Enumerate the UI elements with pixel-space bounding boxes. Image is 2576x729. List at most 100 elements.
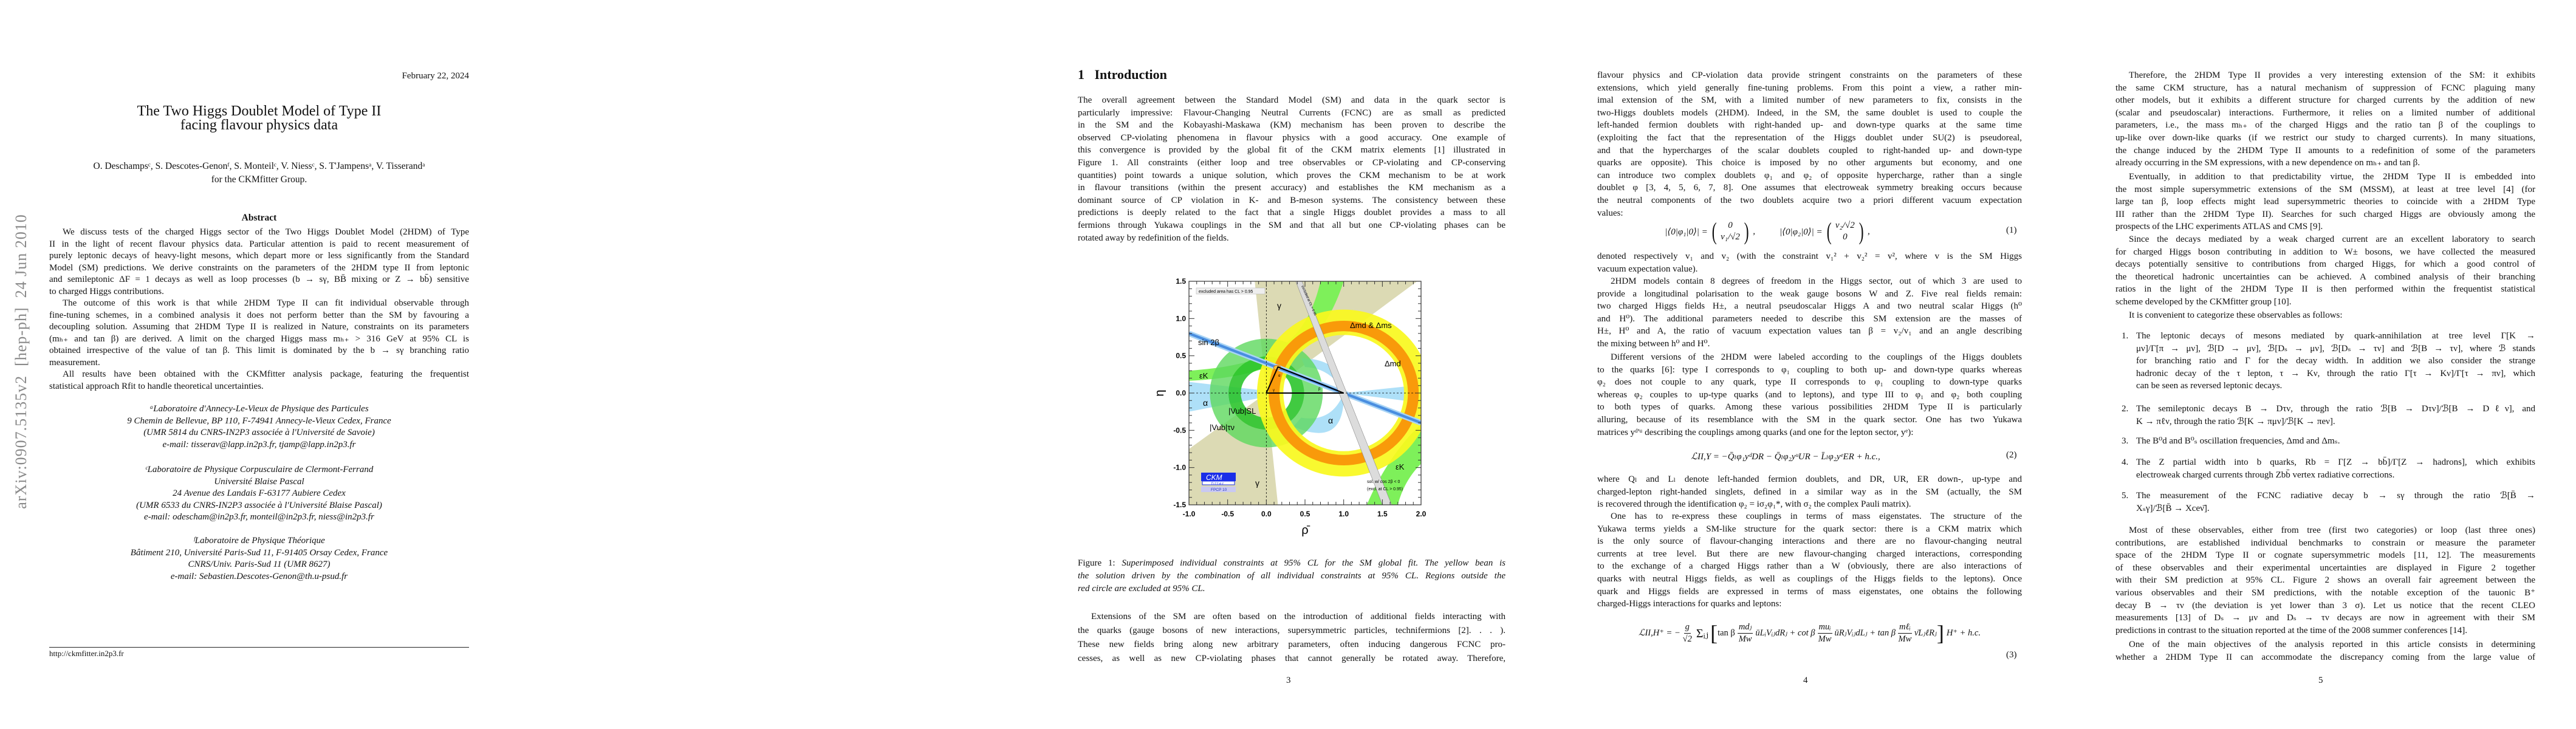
equation-2: ℒII,Y = −Q̄ₗφ₁yᵈDR − Q̄ₗφ₂yᵘUR − L̄ₗφ₂yᵉ… bbox=[1691, 451, 1880, 462]
eq-term: H⁺ + h.c. bbox=[1946, 628, 1981, 638]
text-line: vacuum expectation value). bbox=[1597, 264, 1698, 274]
vector-entry: 0 bbox=[1728, 221, 1733, 230]
equation-number: (1) bbox=[2006, 225, 2017, 235]
title-line: facing flavour physics data bbox=[180, 117, 338, 133]
text-line: The outcome of this work is that while 2… bbox=[63, 298, 469, 308]
gamma-angle-label: γ bbox=[1273, 389, 1275, 392]
gamma-label: γ bbox=[1255, 478, 1259, 488]
fraction: g √2 bbox=[1680, 621, 1694, 645]
eq-lhs: ℒII,H⁺ = − bbox=[1639, 628, 1680, 638]
text-line: 9 Chemin de Bellevue, BP 110, F-74941 An… bbox=[127, 416, 391, 426]
text-line: One of the main objectives of the analys… bbox=[2129, 640, 2535, 649]
text-line: cesses, as well as new CP-violating phas… bbox=[1078, 654, 1506, 663]
eq-term: ūLᵢVᵢⱼdRⱼ + cot β bbox=[1755, 628, 1815, 638]
numerator: mℓᵢ bbox=[1898, 621, 1912, 634]
affiliation-f: ᶠLaboratoire de Physique Théorique Bâtime… bbox=[49, 535, 469, 583]
text-line: quantities) point towards a unique solut… bbox=[1078, 170, 1506, 180]
denominator: √2 bbox=[1682, 634, 1692, 644]
equation-3: ℒII,H⁺ = − g √2 Σᵢⱼ [ tan β mdⱼ Mw ūLᵢVᵢⱼd… bbox=[1597, 620, 2022, 646]
list-number: 5. bbox=[2122, 491, 2129, 501]
paragraph: One of the main objectives of the analys… bbox=[2115, 638, 2535, 663]
text-line: measurements [13] of Dₛ → μν and Dₛ → τν… bbox=[2115, 613, 2535, 623]
logo-conference bbox=[1201, 487, 1236, 492]
text-line: Figure 1. All constraints (either loop a… bbox=[1078, 157, 1506, 168]
equation-1: |⟨0|φ₁|0⟩| = (0 v₁/√2) , |⟨0|φ₂|0⟩| = (v₂… bbox=[1597, 219, 1937, 244]
paragraph: It is convenient to categorize these obs… bbox=[2115, 309, 2535, 322]
paren-icon: ) bbox=[1744, 217, 1749, 245]
vector-entry: v₂/√2 bbox=[1835, 221, 1855, 230]
vector: (0 v₁/√2) bbox=[1710, 219, 1750, 244]
text-line: the change induced by the 2HDM Type II a… bbox=[2115, 145, 2535, 156]
text-line: provide a longitudinal polarisation to t… bbox=[1597, 289, 2022, 299]
eq-term: ūRⱼVᵢⱼdLⱼ + tan β bbox=[1834, 628, 1896, 638]
y-tick-label: 0.0 bbox=[1176, 389, 1186, 397]
equation-number: (3) bbox=[2006, 650, 2017, 660]
text-line: Eventually, in addition to that predicta… bbox=[2129, 172, 2535, 182]
text-line: can introduce two complex doublets φ₁ an… bbox=[1597, 170, 2022, 180]
epsilon-k-label: εK bbox=[1199, 371, 1208, 380]
text-line: and that the hypercharges of the scalar … bbox=[1597, 145, 2022, 156]
author-list: O. Deschampsᶜ, S. Descotes-Genonᶠ, S. Mo… bbox=[93, 161, 425, 171]
text-line: rotated away by redefinition of the fiel… bbox=[1078, 233, 1229, 243]
text-line: measurement. bbox=[49, 357, 100, 368]
text-line: ratios in the light of the 2HDM Type II … bbox=[2115, 284, 2535, 295]
text-line: the solution driven by the combination o… bbox=[1078, 571, 1506, 581]
figure-caption: Figure 1: Superimposed individual constr… bbox=[1078, 557, 1506, 595]
list-item: 4. The Z partial width into b quarks, Rb … bbox=[2122, 456, 2535, 481]
authors: O. Deschampsᶜ, S. Descotes-Genonᶠ, S. Mo… bbox=[37, 160, 481, 187]
eq-lhs: |⟨0|φ₁|0⟩| = bbox=[1665, 227, 1708, 237]
text-line: The overall agreement between the Standa… bbox=[1078, 95, 1506, 105]
text-line: Université Blaise Pascal bbox=[214, 476, 304, 487]
ckmfitter-logo bbox=[1201, 473, 1236, 481]
paragraph: flavour physics and CP-violation data pr… bbox=[1597, 69, 2022, 219]
text-line: this convergence is provided by the glob… bbox=[1078, 145, 1506, 156]
list-item: 1. The leptonic decays of mesons mediated… bbox=[2122, 330, 2535, 392]
vub-taunu-label: |Vub|τν bbox=[1210, 423, 1235, 432]
abstract-paragraph: The outcome of this work is that while 2… bbox=[49, 298, 469, 369]
text-line: φ₂ does not couple to any quark, type II… bbox=[1597, 377, 2022, 388]
paren-icon: ( bbox=[1826, 217, 1832, 245]
list-number: 4. bbox=[2122, 457, 2129, 467]
logo-fitter-bar bbox=[1202, 481, 1235, 485]
numerator: g bbox=[1684, 621, 1691, 634]
text-line: particularly impressive: Flavour-Changin… bbox=[1078, 108, 1506, 118]
text-line: can be seen as reversed leptonic decays. bbox=[2136, 381, 2283, 391]
text-line: (mₕ₊ and tan β) are derived. A limit on … bbox=[49, 334, 469, 344]
alpha-region bbox=[1343, 385, 1421, 403]
y-tick-label: -0.5 bbox=[1173, 426, 1186, 434]
alpha-label: α bbox=[1328, 416, 1333, 425]
eq-lhs: |⟨0|φ₂|0⟩| = bbox=[1780, 227, 1823, 237]
text-line: III rather than the 2HDM Type II). Searc… bbox=[2115, 209, 2535, 219]
x-tick-label: 0.0 bbox=[1261, 510, 1272, 518]
paren-icon: ) bbox=[1858, 217, 1864, 245]
text-line: One has to re-express these couplings in… bbox=[1611, 512, 2022, 521]
paper-title: The Two Higgs Doublet Model of Type II f… bbox=[49, 104, 469, 132]
text-line: The Z partial width into b quarks, Rb = … bbox=[2136, 457, 2535, 467]
paragraph: Therefore, the 2HDM Type II provides a v… bbox=[2115, 69, 2535, 169]
text-line: Most of these observables, either from t… bbox=[2129, 525, 2535, 535]
text-line: We discuss tests of the charged Higgs se… bbox=[63, 227, 469, 237]
numerator: muᵢ bbox=[1817, 621, 1832, 634]
page-number: 3 bbox=[1286, 676, 1291, 685]
sin2beta-label: sin 2β bbox=[1198, 338, 1219, 347]
legend-text: excluded area has CL > 0.95 bbox=[1199, 290, 1253, 294]
eq-term: ν̄LⱼℓRⱼ bbox=[1914, 628, 1937, 638]
y-tick-label: -1.5 bbox=[1173, 501, 1186, 509]
text-line: dominant source of CP violation in K- an… bbox=[1078, 195, 1506, 205]
text-line: 24 Avenue des Landais F-63177 Aubiere Ce… bbox=[173, 488, 346, 498]
text-line: whether a 2HDM Type II can accommodate t… bbox=[2115, 652, 2535, 662]
delta-md-label: Δmd bbox=[1385, 359, 1401, 368]
eq-term: tan β bbox=[1718, 628, 1735, 638]
text-line: decoupling solution. Assuming that 2HDM … bbox=[49, 322, 469, 332]
ckm-unitarity-triangle-figure: -1.0 -0.5 0.0 0.5 1.0 1.5 2.0 1.5 1.0 0.5 0.0 -0.5 -… bbox=[1153, 277, 1427, 537]
text-line: The semileptonic decays B → Dτν, through… bbox=[2136, 404, 2535, 414]
text-line: the same CKM structure, has a natural me… bbox=[2115, 83, 2535, 93]
text-line: observed CP-violating phenomena in flavo… bbox=[1078, 132, 1506, 143]
x-tick-label: 0.5 bbox=[1300, 510, 1310, 518]
text-line: up-like over down-like quarks (if we res… bbox=[2115, 132, 2535, 143]
fraction: mdⱼ Mw bbox=[1735, 621, 1756, 645]
paragraph: denoted respectively v₁ and v₂ (with the… bbox=[1597, 250, 2022, 275]
abstract-paragraph: All results have been obtained with the … bbox=[49, 369, 469, 392]
intro-paragraph: The overall agreement between the Standa… bbox=[1078, 94, 1506, 244]
footnote-url[interactable]: http://ckmfitter.in2p3.fr bbox=[49, 649, 124, 658]
